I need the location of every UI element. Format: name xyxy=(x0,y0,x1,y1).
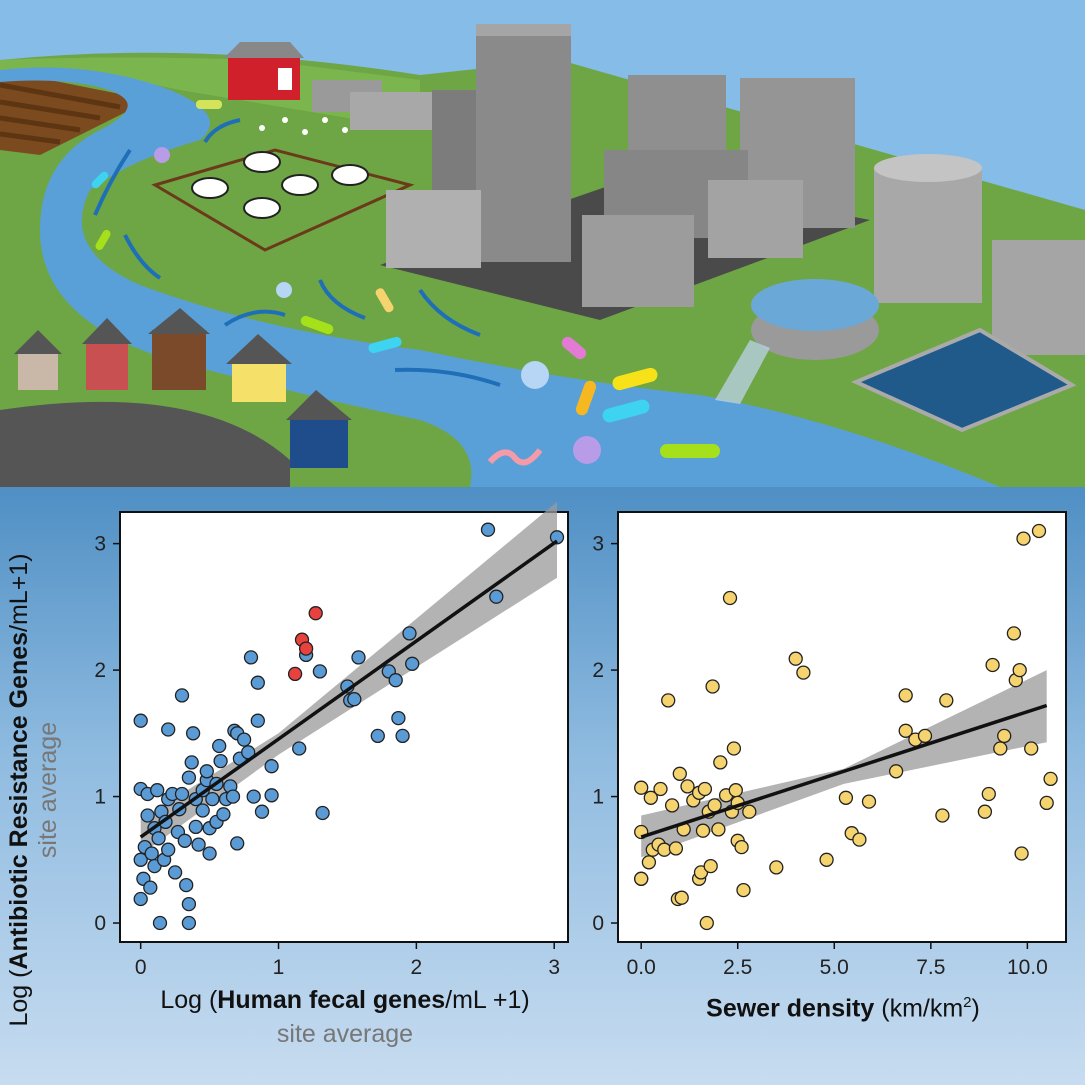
xlabel-right: Sewer density (km/km2) xyxy=(618,994,1068,1023)
xlabel-left: Log (Human fecal genes/mL +1) xyxy=(120,986,570,1015)
ylabel-prefix: Log ( xyxy=(5,969,33,1027)
landscape-illustration xyxy=(0,0,1085,487)
xlabel-right-units: (km/km xyxy=(874,994,964,1023)
xlabel-right-sup: 2 xyxy=(963,994,972,1011)
river xyxy=(0,67,1000,487)
xlabel-left-prefix: Log ( xyxy=(160,986,218,1014)
skyscraper-icon xyxy=(386,24,855,307)
house-icon xyxy=(14,308,352,468)
treatment-tank-icon xyxy=(751,279,1077,433)
xlabel-left-bold: Human fecal genes xyxy=(217,986,446,1014)
xlabel-left-sub: site average xyxy=(276,1020,414,1048)
crop-field-icon xyxy=(0,70,150,155)
ylabel-suffix: /mL+1) xyxy=(5,553,33,632)
xlabel-right-close: ) xyxy=(971,994,980,1023)
storage-tank-icon xyxy=(874,154,982,303)
river-arrow-icon xyxy=(93,118,501,387)
xlabel-left-suffix: /mL +1) xyxy=(445,986,530,1014)
outfall-pipe-icon xyxy=(715,340,770,404)
barn-icon xyxy=(224,42,304,100)
bacteria-icon xyxy=(91,100,720,466)
cow-icon xyxy=(151,148,415,252)
ylabel-bold: Antibiotic Resistance Genes xyxy=(5,631,33,970)
ylabel-sub: site average xyxy=(34,721,62,859)
xlabel-right-bold: Sewer density xyxy=(706,994,875,1023)
chicken-icon xyxy=(259,117,348,135)
